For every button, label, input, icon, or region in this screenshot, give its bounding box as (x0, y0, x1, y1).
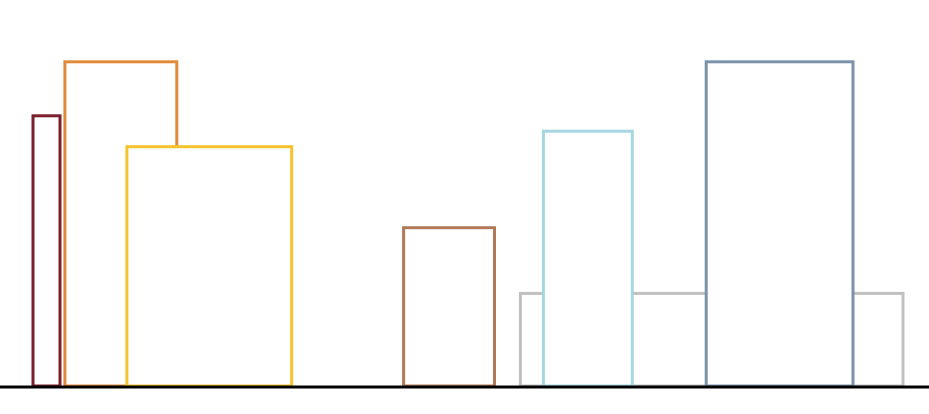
bar-brown (402, 226, 497, 388)
bar-lightblue (541, 129, 634, 388)
bars-group (31, 60, 905, 388)
bar-crimson (31, 114, 62, 388)
bar-steelblue (704, 60, 855, 388)
bar-yellow (125, 145, 294, 388)
